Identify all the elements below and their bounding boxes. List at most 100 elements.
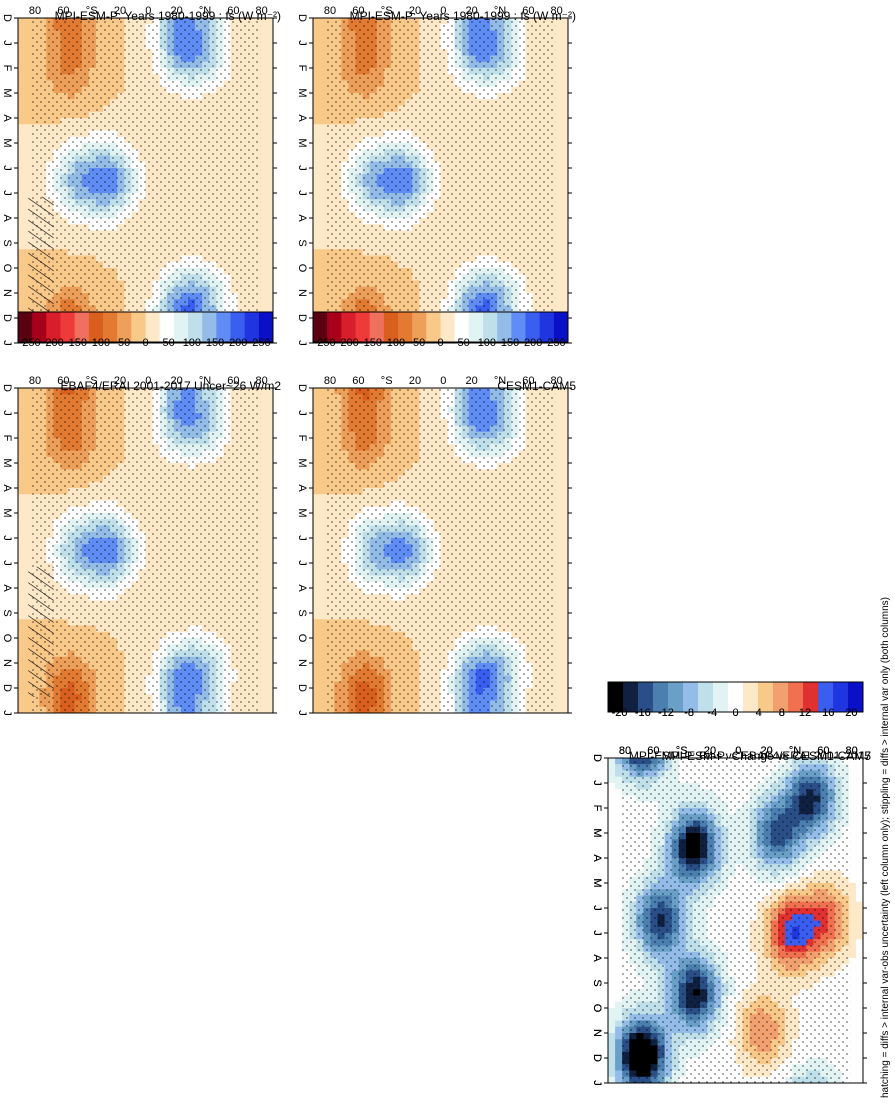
- heatmap-cell: [17, 438, 26, 445]
- heatmap-cell: [24, 93, 33, 100]
- heatmap-cell: [17, 105, 26, 113]
- heatmap-cell: [560, 218, 568, 225]
- heatmap-cell: [265, 249, 273, 256]
- heatmap-cell: [265, 431, 273, 439]
- latitude-tick-label: 80: [324, 5, 336, 17]
- stippling-overlay: [30, 18, 261, 343]
- heatmap-cell: [265, 74, 273, 81]
- heatmap-cell: [265, 444, 273, 451]
- month-tick-label: F: [296, 65, 308, 72]
- month-tick-label: A: [296, 114, 308, 122]
- month-tick-label: M: [296, 88, 308, 97]
- heatmap-cell: [258, 268, 266, 275]
- month-tick-label: M: [296, 138, 308, 147]
- heatmap-cell: [17, 400, 26, 408]
- heatmap-cell: [17, 130, 26, 138]
- heatmap-cell: [24, 80, 33, 88]
- heatmap-cell: [17, 563, 26, 570]
- month-tick-label: J: [296, 340, 308, 346]
- heatmap-cell: [258, 243, 266, 250]
- heatmap-cell: [312, 130, 321, 138]
- heatmap-cell: [312, 280, 321, 288]
- month-tick-label: J: [1, 190, 13, 196]
- heatmap-cell: [265, 218, 273, 225]
- month-tick-label: D: [1, 14, 13, 22]
- heatmap-cell: [265, 143, 273, 150]
- heatmap-cell: [258, 111, 266, 119]
- heatmap-cell: [24, 61, 33, 69]
- heatmap-cell: [312, 180, 321, 188]
- heatmap-cell: [312, 193, 321, 200]
- heatmap-cell: [258, 43, 266, 50]
- heatmap-cell: [265, 136, 273, 144]
- heatmap-cell: [560, 155, 568, 163]
- heatmap-cell: [265, 463, 273, 470]
- heatmap-cell: [265, 538, 273, 545]
- heatmap-cell: [17, 124, 26, 131]
- heatmap-cell: [560, 130, 568, 138]
- heatmap-cell: [560, 193, 568, 200]
- heatmap-cell: [265, 286, 273, 294]
- heatmap-cell: [265, 261, 273, 269]
- heatmap-cell: [560, 305, 568, 313]
- heatmap-cell: [312, 80, 321, 88]
- heatmap-cell: [265, 186, 273, 194]
- month-tick-label: D: [1, 314, 13, 322]
- heatmap-cell: [17, 86, 26, 94]
- heatmap-cell: [17, 74, 26, 81]
- heatmap-cell: [258, 118, 266, 125]
- heatmap-cell: [265, 99, 273, 106]
- heatmap-cell: [258, 55, 266, 63]
- heatmap-cell: [265, 280, 273, 288]
- heatmap-cell: [24, 180, 33, 188]
- heatmap-cell: [265, 438, 273, 445]
- heatmap-cell: [258, 193, 266, 200]
- heatmap-cell: [17, 280, 26, 288]
- heatmap-cell: [312, 86, 321, 94]
- heatmap-cell: [560, 199, 568, 206]
- heatmap-cell: [258, 161, 266, 169]
- heatmap-cell: [312, 243, 321, 250]
- month-tick-label: J: [296, 190, 308, 196]
- heatmap-cell: [17, 168, 26, 175]
- heatmap-cell: [265, 419, 273, 426]
- heatmap-cell: [24, 43, 33, 50]
- heatmap-cell: [560, 268, 568, 275]
- heatmap-cell: [560, 168, 568, 175]
- heatmap-cell: [17, 99, 26, 106]
- heatmap-cell: [17, 261, 26, 269]
- heatmap-cell: [560, 161, 568, 169]
- heatmap-cell: [17, 43, 26, 50]
- heatmap-cell: [258, 74, 266, 81]
- heatmap-cell: [258, 124, 266, 131]
- heatmap-cell: [560, 105, 568, 113]
- month-tick-label: J: [296, 40, 308, 46]
- heatmap-cell: [24, 186, 33, 194]
- heatmap-cell: [312, 230, 321, 238]
- heatmap-cell: [17, 36, 26, 44]
- month-tick-label: J: [1, 340, 13, 346]
- heatmap-cell: [560, 261, 568, 269]
- heatmap-cell: [312, 205, 321, 213]
- heatmap-cell: [258, 61, 266, 69]
- month-tick-label: N: [296, 289, 308, 297]
- heatmap-cell: [560, 286, 568, 294]
- heatmap-cell: [265, 525, 273, 533]
- heatmap-cell: [560, 30, 568, 38]
- heatmap-cell: [312, 211, 321, 219]
- heatmap-cell: [258, 105, 266, 113]
- heatmap-cell: [17, 488, 26, 495]
- heatmap-cell: [258, 86, 266, 94]
- heatmap-cell: [17, 80, 26, 88]
- heatmap-cell: [258, 230, 266, 238]
- heatmap-cell: [265, 500, 273, 508]
- heatmap-cell: [17, 243, 26, 250]
- heatmap-cell: [265, 255, 273, 263]
- heatmap-cell: [17, 55, 26, 63]
- heatmap-cell: [312, 111, 321, 119]
- heatmap-cell: [258, 199, 266, 206]
- heatmap-cell: [265, 550, 273, 558]
- heatmap-cell: [17, 199, 26, 206]
